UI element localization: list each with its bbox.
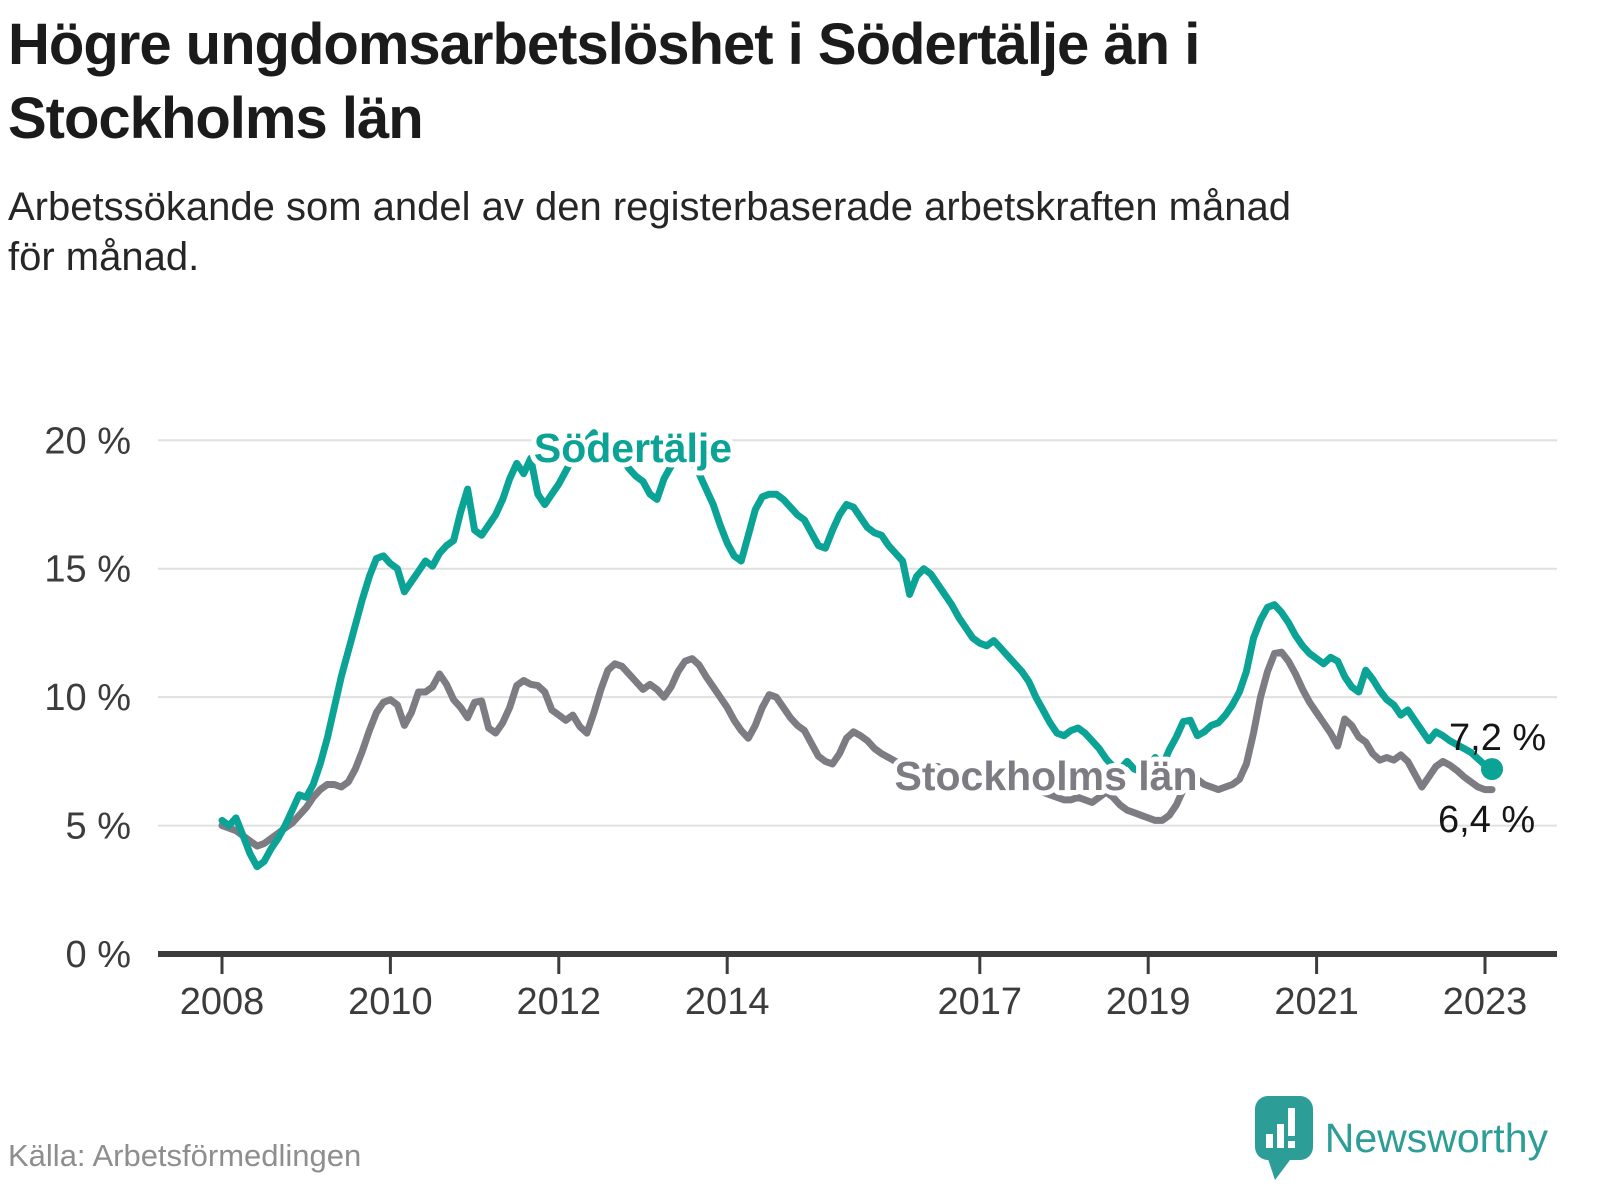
- x-tick-label-2012: 2012: [517, 981, 602, 1023]
- logo-exclamation-dot: [1287, 1141, 1295, 1148]
- chart-subtitle: Arbetssökande som andel av den registerb…: [8, 185, 1291, 279]
- series-label-stockholms-lan: Stockholms län: [894, 753, 1197, 799]
- end-label-stockholms-lan: 6,4 %: [1438, 799, 1535, 841]
- series-line-stockholms-lan: [218, 648, 1496, 850]
- logo-exclamation-bar: [1287, 1108, 1295, 1136]
- end-dot-sodertalje: [1481, 758, 1504, 781]
- y-tick-label-5: 5 %: [66, 806, 131, 848]
- y-tick-label-20: 20 %: [44, 420, 131, 462]
- x-tick-label-2023: 2023: [1443, 981, 1528, 1023]
- x-tick-label-2008: 2008: [180, 981, 265, 1023]
- y-tick-label-15: 15 %: [44, 549, 131, 591]
- y-tick-label-0: 0 %: [66, 934, 131, 976]
- y-tick-label-10: 10 %: [44, 677, 131, 719]
- brand: Newsworthy: [1254, 1096, 1548, 1180]
- x-tick-label-2019: 2019: [1106, 981, 1191, 1023]
- brand-name: Newsworthy: [1324, 1114, 1548, 1161]
- newsworthy-logo-icon: [1254, 1096, 1313, 1180]
- logo-bar-2: [1276, 1124, 1284, 1148]
- x-tick-label-2014: 2014: [685, 981, 770, 1023]
- end-label-sodertalje: 7,2 %: [1449, 717, 1546, 759]
- logo-pin-tail: [1266, 1156, 1293, 1180]
- x-tick-label-2017: 2017: [938, 981, 1023, 1023]
- chart-title: Högre ungdomsarbetslöshet i Södertälje ä…: [8, 12, 1200, 152]
- logo-bar-1: [1265, 1134, 1273, 1148]
- series-line-sodertalje: [218, 429, 1496, 871]
- series-label-sodertalje: Södertälje: [534, 425, 732, 471]
- x-tick-label-2010: 2010: [348, 981, 433, 1023]
- source-note: Källa: Arbetsförmedlingen: [8, 1138, 362, 1173]
- x-tick-label-2021: 2021: [1274, 981, 1359, 1023]
